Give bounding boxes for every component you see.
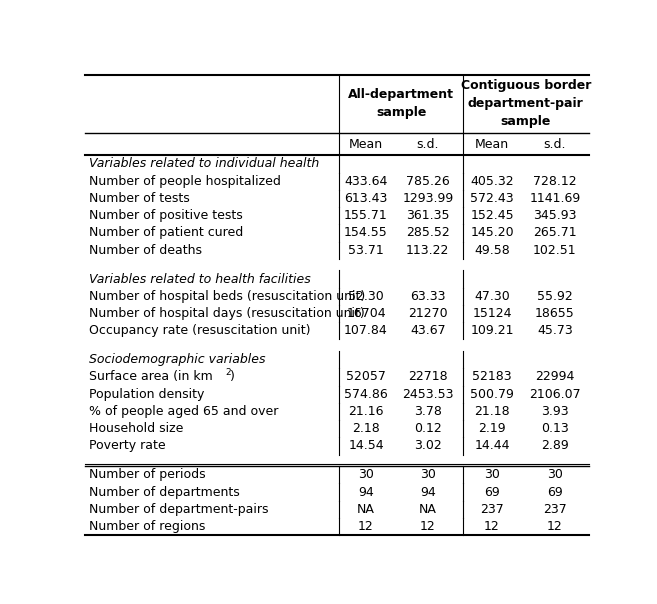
Text: Number of patient cured: Number of patient cured — [89, 226, 243, 239]
Text: 728.12: 728.12 — [533, 175, 577, 188]
Text: 94: 94 — [358, 486, 374, 498]
Text: Number of hospital days (resuscitation unit): Number of hospital days (resuscitation u… — [89, 307, 365, 320]
Text: Population density: Population density — [89, 388, 204, 400]
Text: 361.35: 361.35 — [406, 209, 449, 222]
Text: 12: 12 — [420, 520, 436, 533]
Text: 43.67: 43.67 — [410, 324, 445, 338]
Text: 22718: 22718 — [408, 370, 447, 384]
Text: Mean: Mean — [475, 138, 509, 150]
Text: 2.18: 2.18 — [352, 422, 380, 435]
Text: 785.26: 785.26 — [406, 175, 450, 188]
Text: 63.33: 63.33 — [410, 290, 445, 303]
Text: Contiguous border
department-pair
sample: Contiguous border department-pair sample — [461, 79, 591, 129]
Text: 2106.07: 2106.07 — [529, 388, 581, 400]
Text: 109.21: 109.21 — [470, 324, 514, 338]
Text: Number of deaths: Number of deaths — [89, 244, 202, 257]
Text: Number of people hospitalized: Number of people hospitalized — [89, 175, 281, 188]
Text: 3.02: 3.02 — [414, 440, 442, 452]
Text: s.d.: s.d. — [417, 138, 439, 150]
Text: 14.44: 14.44 — [474, 440, 510, 452]
Text: 2.89: 2.89 — [541, 440, 569, 452]
Text: Poverty rate: Poverty rate — [89, 440, 166, 452]
Text: 0.12: 0.12 — [414, 422, 442, 435]
Text: 0.13: 0.13 — [541, 422, 569, 435]
Text: Number of hospital beds (resuscitation unit): Number of hospital beds (resuscitation u… — [89, 290, 365, 303]
Text: 285.52: 285.52 — [406, 226, 450, 239]
Text: 16704: 16704 — [346, 307, 386, 320]
Text: 237: 237 — [543, 503, 567, 516]
Text: 22994: 22994 — [535, 370, 575, 384]
Text: 500.79: 500.79 — [470, 388, 514, 400]
Text: Sociodemographic variables: Sociodemographic variables — [89, 353, 265, 366]
Text: 21.16: 21.16 — [348, 405, 384, 418]
Text: 12: 12 — [484, 520, 500, 533]
Text: 30: 30 — [420, 468, 436, 481]
Text: 94: 94 — [420, 486, 436, 498]
Text: 2453.53: 2453.53 — [402, 388, 453, 400]
Text: 47.30: 47.30 — [474, 290, 510, 303]
Text: NA: NA — [357, 503, 375, 516]
Text: 21.18: 21.18 — [474, 405, 510, 418]
Text: 2.19: 2.19 — [478, 422, 506, 435]
Text: 69: 69 — [547, 486, 563, 498]
Text: 12: 12 — [358, 520, 374, 533]
Text: 12: 12 — [547, 520, 563, 533]
Text: Number of periods: Number of periods — [89, 468, 206, 481]
Text: 152.45: 152.45 — [470, 209, 514, 222]
Text: 30: 30 — [358, 468, 374, 481]
Text: 3.93: 3.93 — [541, 405, 569, 418]
Text: ): ) — [231, 370, 235, 384]
Text: 145.20: 145.20 — [470, 226, 514, 239]
Text: 102.51: 102.51 — [533, 244, 577, 257]
Text: 433.64: 433.64 — [344, 175, 388, 188]
Text: Household size: Household size — [89, 422, 183, 435]
Text: Number of tests: Number of tests — [89, 192, 189, 205]
Text: Number of positive tests: Number of positive tests — [89, 209, 242, 222]
Text: Number of departments: Number of departments — [89, 486, 240, 498]
Text: 1141.69: 1141.69 — [530, 192, 581, 205]
Text: 1293.99: 1293.99 — [402, 192, 453, 205]
Text: 30: 30 — [547, 468, 563, 481]
Text: NA: NA — [419, 503, 437, 516]
Text: Variables related to individual health: Variables related to individual health — [89, 158, 319, 170]
Text: Number of department-pairs: Number of department-pairs — [89, 503, 268, 516]
Text: Mean: Mean — [349, 138, 383, 150]
Text: 21270: 21270 — [408, 307, 447, 320]
Text: 69: 69 — [484, 486, 500, 498]
Text: 113.22: 113.22 — [406, 244, 449, 257]
Text: 155.71: 155.71 — [344, 209, 388, 222]
Text: 3.78: 3.78 — [414, 405, 442, 418]
Text: All-department
sample: All-department sample — [348, 88, 454, 120]
Text: Number of regions: Number of regions — [89, 520, 205, 533]
Text: 107.84: 107.84 — [344, 324, 388, 338]
Text: 574.86: 574.86 — [344, 388, 388, 400]
Text: 265.71: 265.71 — [533, 226, 577, 239]
Text: 18655: 18655 — [535, 307, 575, 320]
Text: Variables related to health facilities: Variables related to health facilities — [89, 272, 311, 286]
Text: % of people aged 65 and over: % of people aged 65 and over — [89, 405, 278, 418]
Text: 55.92: 55.92 — [537, 290, 573, 303]
Text: 237: 237 — [480, 503, 504, 516]
Text: 30: 30 — [484, 468, 500, 481]
Text: 613.43: 613.43 — [344, 192, 388, 205]
Text: 52057: 52057 — [346, 370, 386, 384]
Text: Occupancy rate (resuscitation unit): Occupancy rate (resuscitation unit) — [89, 324, 310, 338]
Text: 405.32: 405.32 — [470, 175, 514, 188]
Text: 52.30: 52.30 — [348, 290, 384, 303]
Text: 14.54: 14.54 — [348, 440, 384, 452]
Text: 49.58: 49.58 — [474, 244, 510, 257]
Text: 154.55: 154.55 — [344, 226, 388, 239]
Text: 45.73: 45.73 — [537, 324, 573, 338]
Text: 2: 2 — [225, 368, 231, 378]
Text: s.d.: s.d. — [543, 138, 566, 150]
Text: 15124: 15124 — [472, 307, 512, 320]
Text: 345.93: 345.93 — [533, 209, 577, 222]
Text: 53.71: 53.71 — [348, 244, 384, 257]
Text: 572.43: 572.43 — [470, 192, 514, 205]
Text: 52183: 52183 — [472, 370, 512, 384]
Text: Surface area (in km: Surface area (in km — [89, 370, 212, 384]
